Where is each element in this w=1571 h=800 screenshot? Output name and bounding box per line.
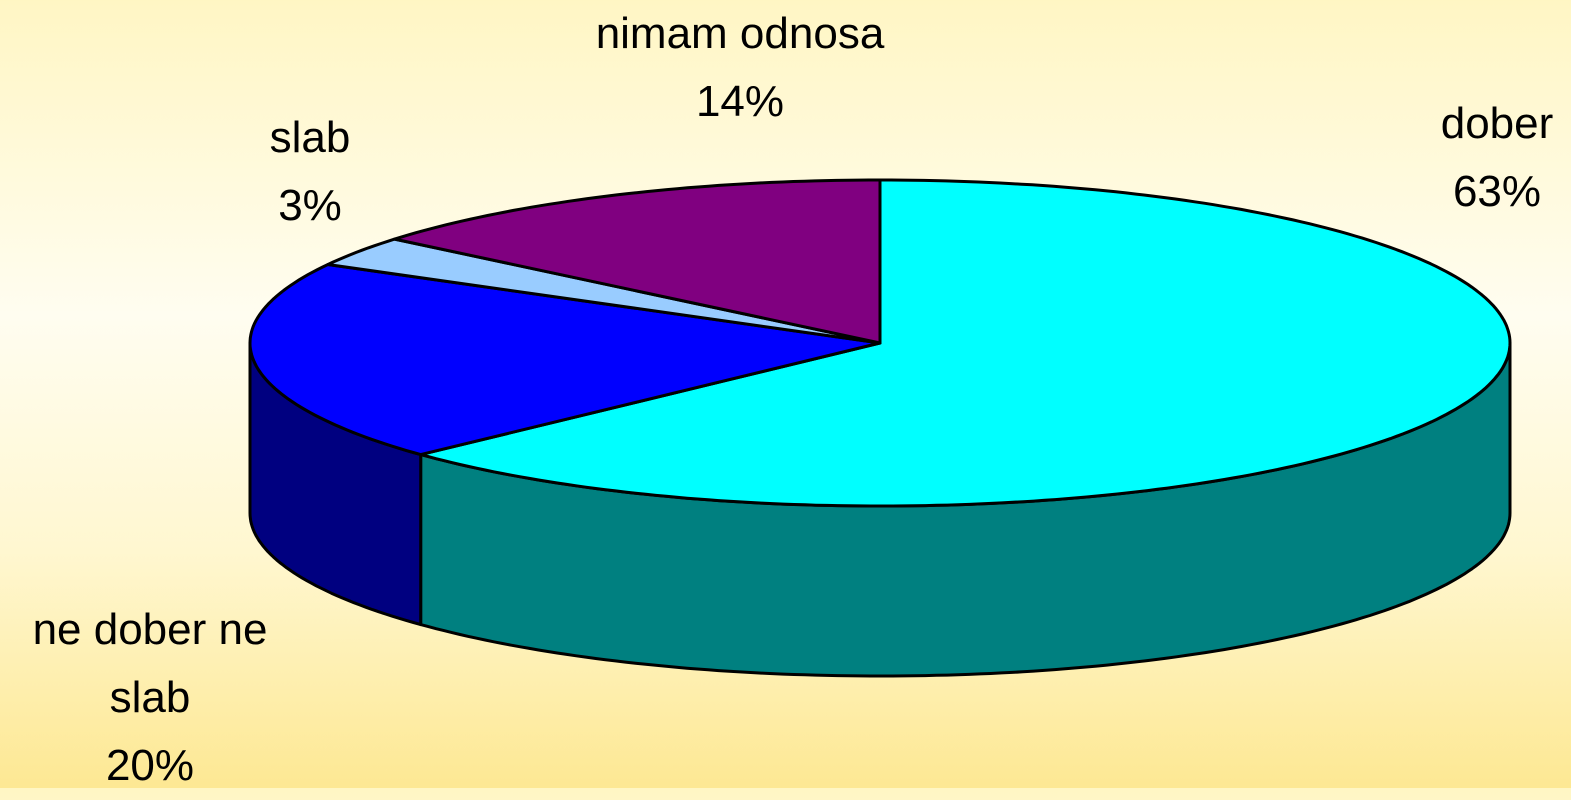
data-label: dober 63% [1397, 90, 1571, 226]
slice [393, 178, 882, 345]
category-label: nimam odnosa [595, 9, 885, 58]
data-label: ne dober ne slab 20% [0, 596, 300, 800]
value-label: 3% [278, 181, 342, 230]
category-label: dober [1440, 99, 1554, 148]
value-label: 14% [695, 77, 785, 126]
data-label: nimam odnosa 14% [540, 0, 940, 136]
slice [419, 178, 1512, 508]
category-label: ne dober ne slab [32, 605, 268, 722]
slice [326, 237, 882, 345]
slice [248, 263, 882, 457]
value-label: 20% [105, 741, 195, 790]
data-label: slab 3% [210, 104, 410, 240]
value-label: 63% [1452, 167, 1542, 216]
category-label: slab [269, 113, 351, 162]
